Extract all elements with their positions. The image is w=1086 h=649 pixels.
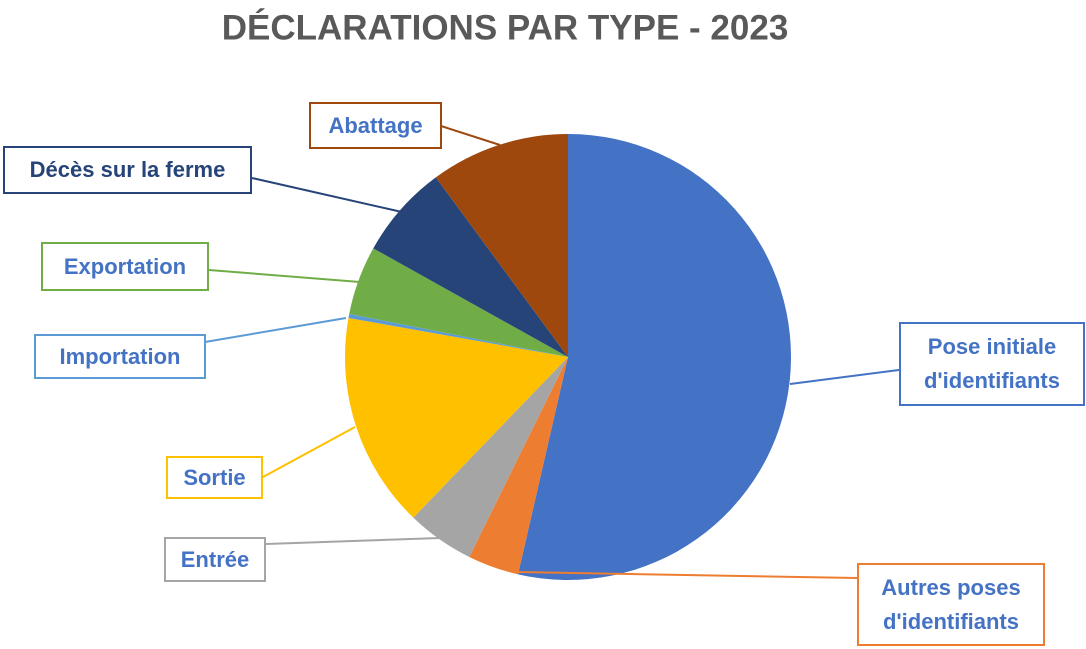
pie-slice <box>348 313 568 357</box>
slice-label: Sortie <box>166 456 263 499</box>
pie-slice <box>469 357 568 575</box>
pie-slice <box>435 134 568 357</box>
slice-label: Pose initiale d'identifiants <box>899 322 1085 406</box>
leader-line <box>204 317 347 343</box>
slice-label: Autres poses d'identifiants <box>857 563 1045 646</box>
leader-line <box>265 537 441 545</box>
slice-label: Décès sur la ferme <box>3 146 252 194</box>
leader-line <box>251 177 403 213</box>
leader-line <box>789 369 900 385</box>
slice-label: Importation <box>34 334 206 379</box>
pie-slice <box>344 317 568 518</box>
leader-line <box>517 571 858 579</box>
slice-label: Entrée <box>164 537 266 582</box>
pie-slice <box>373 177 568 357</box>
chart-title: DÉCLARATIONS PAR TYPE - 2023 <box>222 7 789 47</box>
pie-slice <box>413 357 568 557</box>
leader-line <box>262 426 356 478</box>
leader-line <box>440 125 501 146</box>
slice-label: Abattage <box>309 102 442 149</box>
slice-label: Exportation <box>41 242 209 291</box>
pie-slice <box>349 248 568 357</box>
leader-line <box>208 269 361 283</box>
pie-slice <box>517 134 791 580</box>
